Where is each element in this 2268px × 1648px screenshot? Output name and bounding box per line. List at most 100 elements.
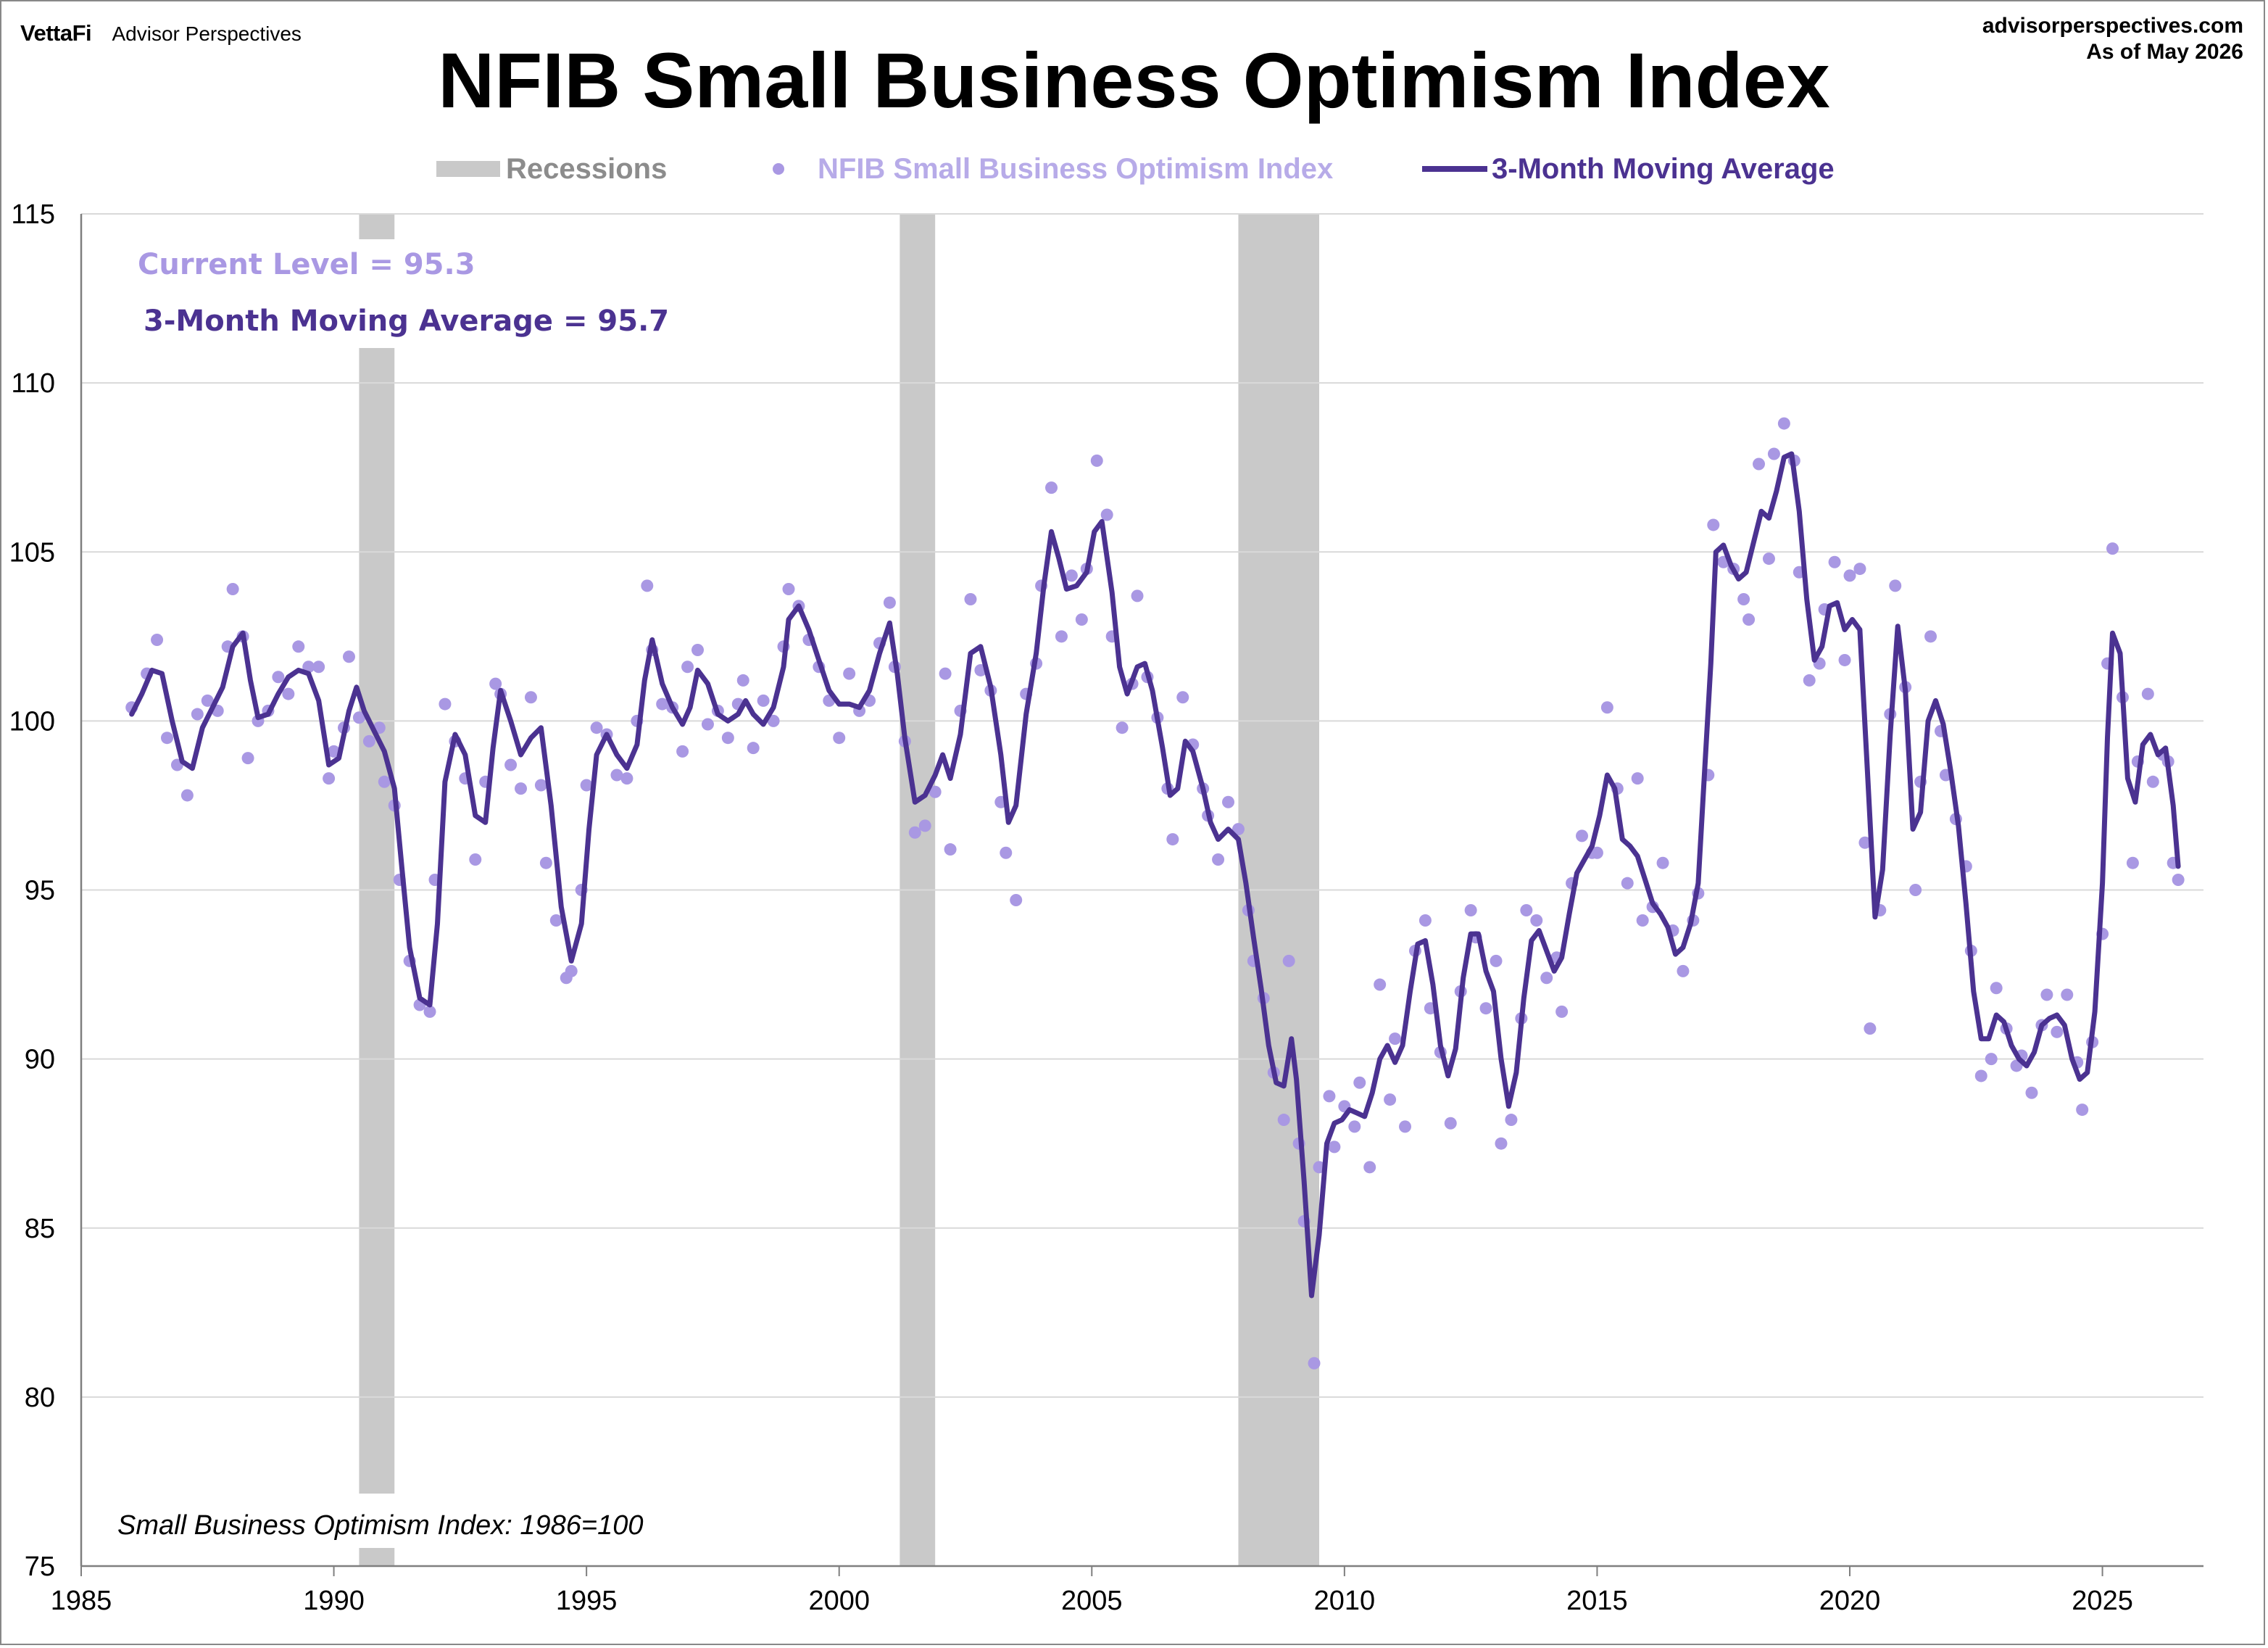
index-point bbox=[2126, 856, 2139, 869]
index-point bbox=[833, 732, 846, 745]
index-point bbox=[1495, 1137, 1508, 1150]
index-point bbox=[1828, 555, 1841, 568]
index-point bbox=[323, 772, 336, 785]
index-point bbox=[1010, 893, 1023, 906]
index-point bbox=[883, 596, 896, 609]
index-point bbox=[180, 789, 194, 802]
index-point bbox=[681, 661, 694, 674]
x-tick-label: 2005 bbox=[1061, 1586, 1123, 1616]
index-point bbox=[944, 843, 957, 856]
site-url: advisorperspectives.com bbox=[1982, 14, 2243, 38]
index-point bbox=[1530, 914, 1543, 927]
index-point bbox=[282, 687, 295, 700]
index-point bbox=[1282, 954, 1295, 967]
index-point bbox=[1464, 903, 1477, 916]
index-point bbox=[1323, 1090, 1336, 1103]
index-point bbox=[1055, 630, 1068, 643]
index-point bbox=[2172, 874, 2185, 887]
index-point bbox=[590, 721, 603, 734]
moving-average-line bbox=[129, 451, 2181, 1299]
index-point bbox=[489, 677, 502, 690]
index-point bbox=[161, 732, 174, 745]
index-point bbox=[241, 752, 254, 765]
index-point bbox=[701, 718, 714, 731]
index-point bbox=[1590, 846, 1603, 859]
source-info: advisorperspectives.com As of May 2026 bbox=[1982, 13, 2243, 65]
index-point bbox=[1636, 914, 1649, 927]
index-point bbox=[1328, 1140, 1341, 1154]
current-level-annotation: Current Level = 95.3 bbox=[138, 248, 475, 281]
index-points bbox=[125, 417, 2185, 1370]
index-point bbox=[1838, 653, 1851, 666]
y-tick-label: 100 bbox=[9, 706, 55, 737]
index-point bbox=[151, 633, 164, 646]
index-point bbox=[939, 667, 952, 680]
index-point bbox=[1864, 1022, 1877, 1035]
index-point bbox=[1555, 1005, 1569, 1018]
index-point bbox=[1389, 1032, 1402, 1045]
index-point bbox=[328, 745, 341, 758]
index-point bbox=[1853, 563, 1866, 576]
index-point bbox=[929, 785, 942, 798]
index-point bbox=[1116, 721, 1129, 734]
index-point bbox=[1374, 978, 1387, 991]
index-point bbox=[1889, 579, 1902, 592]
x-tick-label: 2000 bbox=[808, 1586, 870, 1616]
index-point bbox=[1974, 1069, 1987, 1082]
index-point bbox=[782, 583, 795, 596]
index-point bbox=[1222, 795, 1235, 808]
x-tick-label: 1995 bbox=[556, 1586, 618, 1616]
index-point bbox=[534, 779, 547, 792]
index-point bbox=[1348, 1120, 1361, 1133]
index-point bbox=[312, 661, 325, 674]
moving-average-annotation: 3-Month Moving Average = 95.7 bbox=[144, 305, 669, 338]
index-point bbox=[272, 671, 285, 684]
index-point bbox=[1621, 877, 1634, 890]
index-point bbox=[580, 779, 593, 792]
index-point bbox=[2025, 1086, 2038, 1099]
index-point bbox=[1985, 1053, 1998, 1066]
index-point bbox=[2106, 542, 2119, 555]
as-of-date: As of May 2026 bbox=[2086, 40, 2243, 64]
index-point bbox=[757, 694, 770, 707]
index-point bbox=[1540, 972, 1553, 985]
index-point bbox=[747, 742, 760, 755]
index-point bbox=[656, 697, 669, 711]
index-point bbox=[2141, 687, 2154, 700]
index-point bbox=[1520, 903, 1533, 916]
index-point bbox=[504, 758, 518, 771]
index-point bbox=[539, 856, 552, 869]
index-point bbox=[1479, 1002, 1492, 1015]
index-point bbox=[1707, 518, 1720, 531]
index-point bbox=[908, 826, 921, 839]
y-tick-label: 85 bbox=[25, 1214, 55, 1244]
index-point bbox=[524, 691, 537, 704]
index-point bbox=[610, 769, 623, 782]
index-point bbox=[1737, 593, 1750, 606]
y-tick-label: 90 bbox=[25, 1045, 55, 1075]
index-point bbox=[439, 697, 452, 711]
y-tick-label: 115 bbox=[11, 199, 55, 230]
index-point bbox=[1858, 836, 1872, 849]
index-point bbox=[1843, 569, 1856, 582]
index-point bbox=[1677, 964, 1690, 977]
index-point bbox=[1753, 457, 1766, 471]
legend-recession-swatch bbox=[436, 161, 500, 177]
index-point bbox=[1176, 691, 1189, 704]
index-point bbox=[1418, 914, 1432, 927]
y-tick-label: 95 bbox=[25, 876, 55, 906]
index-point bbox=[549, 914, 562, 927]
index-point bbox=[691, 643, 705, 656]
index-point bbox=[1399, 1120, 1412, 1133]
index-point bbox=[767, 714, 780, 727]
index-point bbox=[1924, 630, 1937, 643]
index-point bbox=[515, 782, 528, 795]
index-point bbox=[1742, 613, 1756, 626]
y-tick-label: 105 bbox=[9, 537, 55, 568]
footnote: Small Business Optimism Index: 1986=100 bbox=[117, 1510, 644, 1541]
index-point bbox=[2061, 988, 2074, 1001]
annotation-background bbox=[101, 239, 710, 1548]
index-point bbox=[2146, 775, 2159, 788]
